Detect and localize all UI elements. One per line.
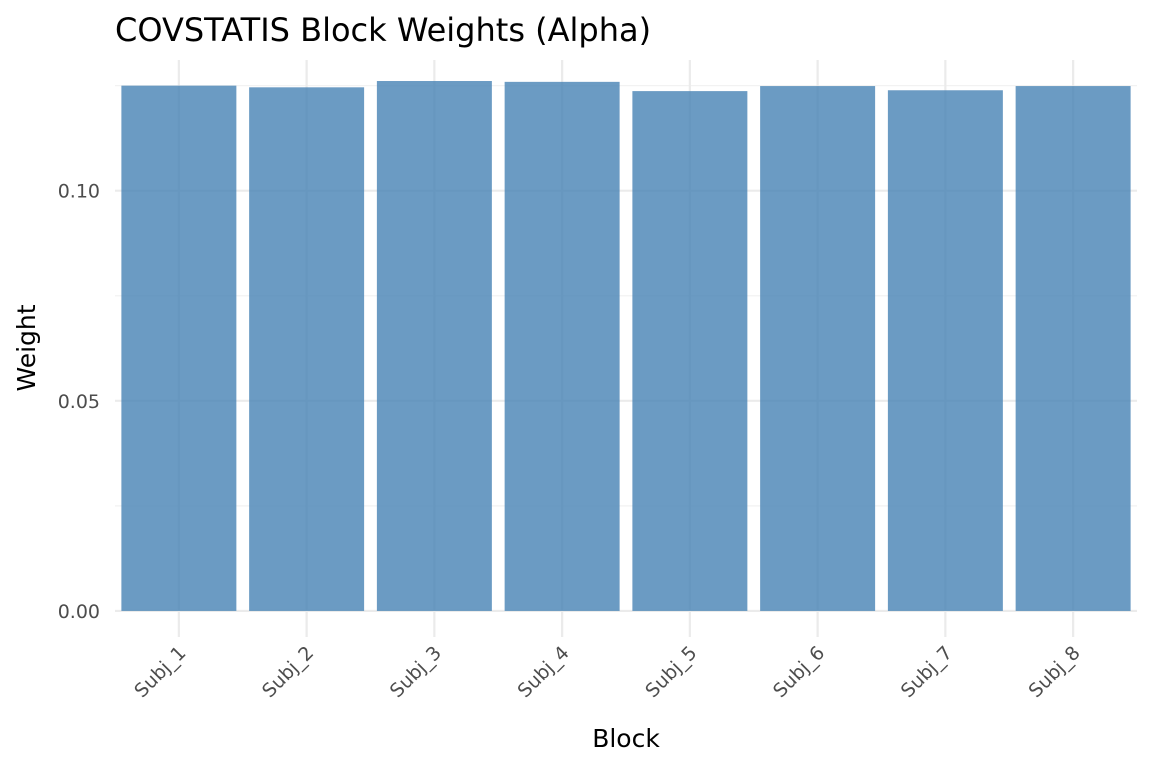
y-axis-title: Weight xyxy=(12,304,41,391)
bar-subj-5 xyxy=(632,91,748,611)
chart-title: COVSTATIS Block Weights (Alpha) xyxy=(115,11,651,49)
y-tick-label: 0.10 xyxy=(58,181,100,203)
bar-subj-3 xyxy=(376,81,492,611)
y-tick-label: 0.05 xyxy=(58,391,100,413)
y-axis-ticks: 0.00 0.05 0.10 xyxy=(58,181,100,623)
bar-subj-1 xyxy=(121,85,237,611)
bar-subj-4 xyxy=(504,81,620,611)
bar-subj-6 xyxy=(760,86,876,611)
bars-group xyxy=(121,81,1131,611)
y-tick-label: 0.00 xyxy=(58,601,100,623)
x-axis-title: Block xyxy=(592,724,660,753)
bar-subj-7 xyxy=(887,90,1003,611)
bar-subj-8 xyxy=(1015,86,1131,611)
bar-subj-2 xyxy=(249,87,365,611)
